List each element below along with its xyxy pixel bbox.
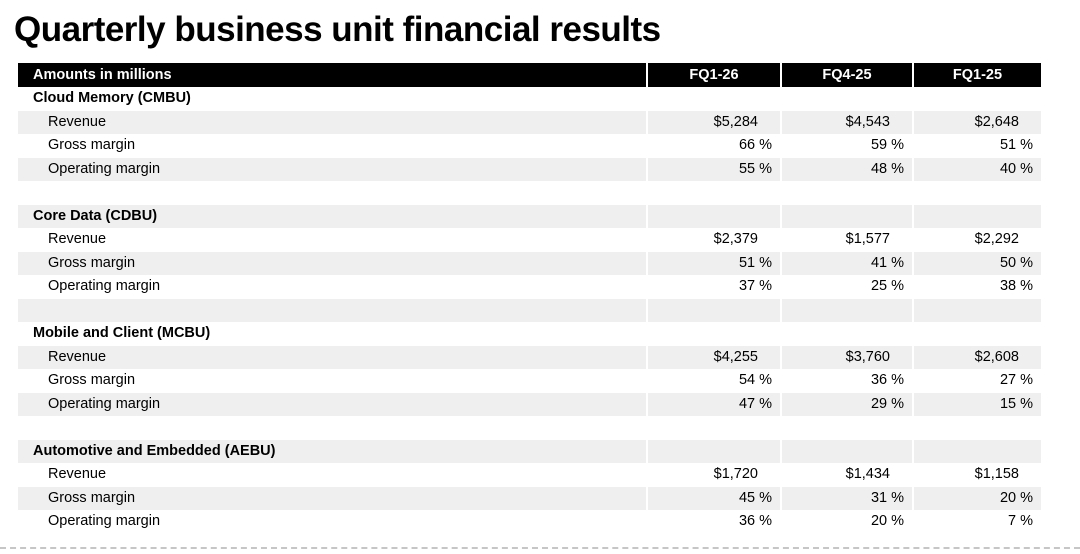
value-cell: 20 % (912, 486, 1041, 510)
value-cell: 59 % (780, 134, 912, 158)
value-cell: 41 % (780, 251, 912, 275)
empty-cell (780, 87, 912, 111)
row-label: Revenue (48, 113, 107, 130)
row-label: Gross margin (48, 137, 136, 153)
value-cell: $2,379 (646, 228, 780, 252)
value-cell: $1,720 (646, 463, 780, 487)
value-cell: 15 % (912, 392, 1041, 416)
table-row: Operating margin 36 % 20 % 7 % (18, 510, 1041, 534)
value-cell: 37 % (646, 275, 780, 299)
spacer-row (18, 416, 1041, 440)
section-row: Mobile and Client (MCBU) (18, 322, 1041, 346)
value-cell: $3,760 (780, 345, 912, 369)
row-label: Operating margin (48, 160, 161, 177)
financial-table: Amounts in millions FQ1-26 FQ4-25 FQ1-25… (18, 63, 1041, 534)
table-row: Revenue $4,255 $3,760 $2,608 (18, 345, 1041, 369)
value-cell: 51 % (912, 134, 1041, 158)
value-cell: 20 % (780, 510, 912, 534)
page-break-dashed-line (0, 547, 1080, 549)
empty-cell (912, 87, 1041, 111)
value-cell: 50 % (912, 251, 1041, 275)
table-row: Revenue $1,720 $1,434 $1,158 (18, 463, 1041, 487)
table-header-row: Amounts in millions FQ1-26 FQ4-25 FQ1-25 (18, 63, 1041, 87)
row-label: Gross margin (48, 254, 136, 271)
column-header-fq4-25: FQ4-25 (780, 63, 912, 87)
empty-cell (646, 439, 780, 463)
value-cell: 54 % (646, 369, 780, 393)
empty-cell (646, 87, 780, 111)
value-cell: 29 % (780, 392, 912, 416)
row-label: Gross margin (48, 372, 136, 388)
empty-cell (780, 322, 912, 346)
empty-cell (646, 204, 780, 228)
column-header-fq1-26: FQ1-26 (646, 63, 780, 87)
row-label: Revenue (48, 466, 107, 482)
row-label: Operating margin (48, 513, 161, 529)
value-cell: $1,577 (780, 228, 912, 252)
section-row: Automotive and Embedded (AEBU) (18, 439, 1041, 463)
column-header-fq1-25: FQ1-25 (912, 63, 1041, 87)
page-title: Quarterly business unit financial result… (14, 10, 661, 49)
value-cell: $1,434 (780, 463, 912, 487)
value-cell: $4,255 (646, 345, 780, 369)
value-cell: $4,543 (780, 110, 912, 134)
table-row: Operating margin 55 % 48 % 40 % (18, 157, 1041, 181)
table-row: Operating margin 47 % 29 % 15 % (18, 392, 1041, 416)
row-label: Revenue (48, 231, 107, 247)
value-cell: 47 % (646, 392, 780, 416)
value-cell: 25 % (780, 275, 912, 299)
table-row: Gross margin 54 % 36 % 27 % (18, 369, 1041, 393)
row-label: Revenue (48, 348, 107, 365)
value-cell: 45 % (646, 486, 780, 510)
value-cell: 38 % (912, 275, 1041, 299)
table-row: Revenue $2,379 $1,577 $2,292 (18, 228, 1041, 252)
value-cell: 27 % (912, 369, 1041, 393)
value-cell: $1,158 (912, 463, 1041, 487)
table-row: Operating margin 37 % 25 % 38 % (18, 275, 1041, 299)
table-row: Revenue $5,284 $4,543 $2,648 (18, 110, 1041, 134)
row-label: Operating margin (48, 278, 161, 294)
value-cell: 31 % (780, 486, 912, 510)
spacer-row (18, 181, 1041, 205)
value-cell: $2,292 (912, 228, 1041, 252)
value-cell: 66 % (646, 134, 780, 158)
value-cell: 36 % (780, 369, 912, 393)
section-name: Cloud Memory (CMBU) (33, 90, 191, 106)
table-header-label: Amounts in millions (33, 67, 172, 83)
value-cell: 36 % (646, 510, 780, 534)
section-row: Core Data (CDBU) (18, 204, 1041, 228)
value-cell: 51 % (646, 251, 780, 275)
table-row: Gross margin 45 % 31 % 20 % (18, 486, 1041, 510)
value-cell: $2,648 (912, 110, 1041, 134)
empty-cell (780, 204, 912, 228)
spacer-row (18, 298, 1041, 322)
section-row: Cloud Memory (CMBU) (18, 87, 1041, 111)
empty-cell (646, 322, 780, 346)
section-name: Mobile and Client (MCBU) (33, 325, 211, 341)
row-label: Operating margin (48, 395, 161, 412)
section-name: Core Data (CDBU) (33, 207, 158, 224)
value-cell: 40 % (912, 157, 1041, 181)
empty-cell (912, 439, 1041, 463)
table-row: Gross margin 51 % 41 % 50 % (18, 251, 1041, 275)
empty-cell (780, 439, 912, 463)
value-cell: 55 % (646, 157, 780, 181)
empty-cell (912, 322, 1041, 346)
row-label: Gross margin (48, 489, 136, 506)
value-cell: $5,284 (646, 110, 780, 134)
value-cell: 48 % (780, 157, 912, 181)
empty-cell (912, 204, 1041, 228)
value-cell: 7 % (912, 510, 1041, 534)
table-row: Gross margin 66 % 59 % 51 % (18, 134, 1041, 158)
value-cell: $2,608 (912, 345, 1041, 369)
section-name: Automotive and Embedded (AEBU) (33, 442, 276, 459)
